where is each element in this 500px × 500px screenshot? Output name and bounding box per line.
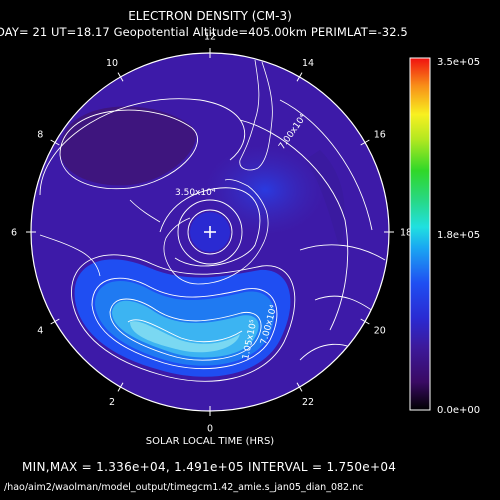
local-time-label-16: 16 bbox=[374, 130, 386, 141]
local-time-label-10: 10 bbox=[106, 58, 118, 69]
pole-marker bbox=[204, 226, 216, 238]
tick-16 bbox=[360, 139, 370, 146]
colorbar-max-label: 3.5e+05 bbox=[437, 57, 480, 68]
tick-8 bbox=[50, 139, 60, 146]
local-time-label-14: 14 bbox=[302, 58, 314, 69]
local-time-label-6: 6 bbox=[11, 228, 17, 239]
tick-14 bbox=[296, 72, 303, 82]
local-time-label-18: 18 bbox=[400, 228, 412, 239]
local-time-label-4: 4 bbox=[37, 326, 43, 337]
colorbar-gradient bbox=[409, 57, 431, 411]
file-path: /hao/aim2/waolman/model_output/timegcm1.… bbox=[4, 482, 364, 493]
chart-subtitle: DAY= 21 UT=18.17 Geopotential Altitude=4… bbox=[0, 25, 408, 39]
tick-20 bbox=[360, 318, 370, 325]
local-time-label-12: 12 bbox=[204, 32, 216, 43]
local-time-label-2: 2 bbox=[109, 397, 115, 408]
local-time-label-0: 0 bbox=[207, 424, 213, 435]
colorbar-mid-label: 1.8e+05 bbox=[437, 230, 480, 241]
local-time-label-20: 20 bbox=[374, 326, 386, 337]
chart-title: ELECTRON DENSITY (CM-3) bbox=[128, 9, 292, 23]
min-max-summary: MIN,MAX = 1.336e+04, 1.491e+05 INTERVAL … bbox=[22, 460, 397, 474]
tick-4 bbox=[50, 318, 60, 325]
tick-2 bbox=[117, 382, 124, 392]
x-axis-label: SOLAR LOCAL TIME (HRS) bbox=[145, 436, 275, 447]
density-field bbox=[31, 53, 389, 411]
colorbar: 3.5e+05 1.8e+05 0.0e+00 bbox=[409, 57, 480, 416]
local-time-label-22: 22 bbox=[302, 397, 314, 408]
coastlines bbox=[39, 59, 273, 285]
tick-10 bbox=[117, 72, 124, 82]
tick-marks bbox=[26, 48, 394, 416]
tick-22 bbox=[296, 382, 303, 392]
contour-lines bbox=[39, 98, 386, 382]
local-time-label-8: 8 bbox=[37, 130, 43, 141]
local-time-labels: 0 2 4 6 8 10 12 14 16 18 20 22 bbox=[11, 32, 412, 435]
contour-label-1: 3.50x10⁴ bbox=[175, 188, 216, 198]
colorbar-min-label: 0.0e+00 bbox=[437, 405, 480, 416]
